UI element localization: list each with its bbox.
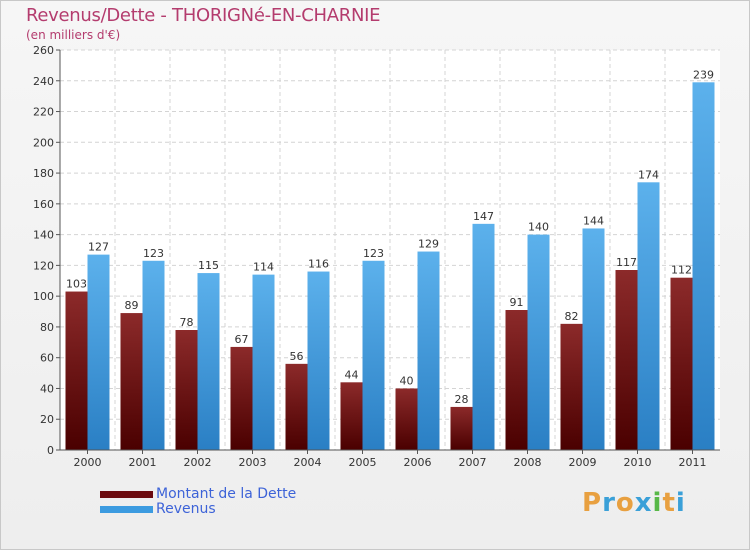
bar-revenus-2001 — [142, 260, 165, 450]
bar-revenus-2005 — [362, 260, 385, 450]
data-label-revenus-2009: 144 — [583, 214, 604, 227]
data-label-debt-2001: 89 — [125, 299, 139, 312]
y-tick-label: 40 — [40, 382, 54, 395]
chart-subtitle: (en milliers d'€) — [26, 28, 121, 42]
legend-label-debt: Montant de la Dette — [156, 486, 297, 502]
data-label-debt-2007: 28 — [455, 393, 469, 406]
y-tick-label: 200 — [33, 136, 54, 149]
legend-swatch-debt — [100, 491, 153, 498]
x-tick-label-2011: 2011 — [679, 456, 707, 469]
legend-swatch-revenus — [100, 506, 153, 513]
bar-debt-2004 — [285, 363, 308, 450]
bar-debt-2009 — [560, 323, 583, 450]
bar-debt-2010 — [615, 270, 638, 450]
y-tick-label: 260 — [33, 44, 54, 57]
data-label-debt-2002: 78 — [180, 316, 194, 329]
x-tick-label-2004: 2004 — [294, 456, 322, 469]
x-tick-label-2000: 2000 — [74, 456, 102, 469]
y-tick-label: 120 — [33, 259, 54, 272]
bar-revenus-2007 — [472, 223, 495, 450]
bar-debt-2005 — [340, 382, 363, 450]
data-label-debt-2010: 117 — [616, 256, 637, 269]
data-label-revenus-2011: 239 — [693, 68, 714, 81]
data-label-debt-2006: 40 — [400, 374, 414, 387]
logo-letter: t — [662, 488, 676, 518]
bar-revenus-2002 — [197, 273, 220, 450]
bar-revenus-2009 — [582, 228, 605, 450]
bar-revenus-2008 — [527, 234, 550, 450]
y-tick-label: 240 — [33, 75, 54, 88]
bar-debt-2001 — [120, 313, 143, 450]
bar-debt-2008 — [505, 310, 528, 450]
data-label-debt-2003: 67 — [235, 333, 249, 346]
grid — [60, 49, 720, 450]
x-tick-label-2001: 2001 — [129, 456, 157, 469]
logo-letter: i — [675, 488, 686, 518]
y-tick-label: 60 — [40, 352, 54, 365]
x-tick-label-2003: 2003 — [239, 456, 267, 469]
data-label-revenus-2000: 127 — [88, 241, 109, 254]
y-tick-label: 220 — [33, 106, 54, 119]
logo-letter: x — [634, 488, 653, 518]
chart-title: Revenus/Dette - THORIGNé-EN-CHARNIE — [26, 5, 381, 26]
logo-letter: i — [652, 488, 663, 518]
y-tick-label: 80 — [40, 321, 54, 334]
bar-debt-2000 — [65, 291, 88, 450]
bar-debt-2003 — [230, 346, 253, 450]
bar-debt-2006 — [395, 388, 418, 450]
data-label-revenus-2005: 123 — [363, 247, 384, 260]
logo-letter: r — [602, 488, 616, 518]
x-tick-label-2005: 2005 — [349, 456, 377, 469]
data-label-revenus-2002: 115 — [198, 259, 219, 272]
bar-revenus-2010 — [637, 182, 660, 451]
data-label-revenus-2001: 123 — [143, 247, 164, 260]
y-tick-label: 20 — [40, 413, 54, 426]
data-label-revenus-2008: 140 — [528, 221, 549, 234]
legend-item-revenus: Revenus — [100, 502, 296, 517]
data-label-debt-2009: 82 — [565, 310, 579, 323]
logo-letter: P — [582, 488, 603, 518]
bar-revenus-2000 — [87, 254, 110, 450]
bar-debt-2007 — [450, 406, 473, 450]
data-label-debt-2005: 44 — [345, 368, 359, 381]
data-label-debt-2008: 91 — [510, 296, 524, 309]
data-label-debt-2000: 103 — [66, 278, 87, 291]
bars: 103 127 89 123 78 115 67 114 56 116 44 123 40 129 28 14… — [65, 68, 715, 451]
bar-debt-2011 — [670, 277, 693, 450]
bar-revenus-2011 — [692, 82, 715, 451]
x-tick-label-2009: 2009 — [569, 456, 597, 469]
y-tick-label: 160 — [33, 198, 54, 211]
legend: Montant de la Dette Revenus — [100, 487, 296, 517]
x-tick-label-2002: 2002 — [184, 456, 212, 469]
x-tick-label-2006: 2006 — [404, 456, 432, 469]
bar-revenus-2004 — [307, 271, 330, 450]
legend-label-revenus: Revenus — [156, 501, 216, 517]
axes: 0 20 40 60 80 100 120 140 160 180 200 220 240 260 2000… — [33, 44, 720, 469]
y-tick-label: 100 — [33, 290, 54, 303]
x-tick-label-2007: 2007 — [459, 456, 487, 469]
x-tick-label-2008: 2008 — [514, 456, 542, 469]
logo-letter: o — [615, 488, 635, 518]
data-label-debt-2011: 112 — [671, 264, 692, 277]
bar-revenus-2006 — [417, 251, 440, 450]
bar-revenus-2003 — [252, 274, 275, 450]
legend-item-debt: Montant de la Dette — [100, 487, 296, 502]
data-label-debt-2004: 56 — [290, 350, 304, 363]
data-label-revenus-2007: 147 — [473, 210, 494, 223]
bar-debt-2002 — [175, 330, 198, 450]
data-label-revenus-2003: 114 — [253, 261, 274, 274]
y-tick-label: 180 — [33, 167, 54, 180]
data-label-revenus-2006: 129 — [418, 238, 439, 251]
y-tick-label: 0 — [47, 444, 54, 457]
data-label-revenus-2004: 116 — [308, 258, 329, 271]
y-tick-label: 140 — [33, 229, 54, 242]
proxiti-logo: Proxiti — [582, 488, 686, 518]
x-tick-label-2010: 2010 — [624, 456, 652, 469]
data-label-revenus-2010: 174 — [638, 168, 659, 181]
